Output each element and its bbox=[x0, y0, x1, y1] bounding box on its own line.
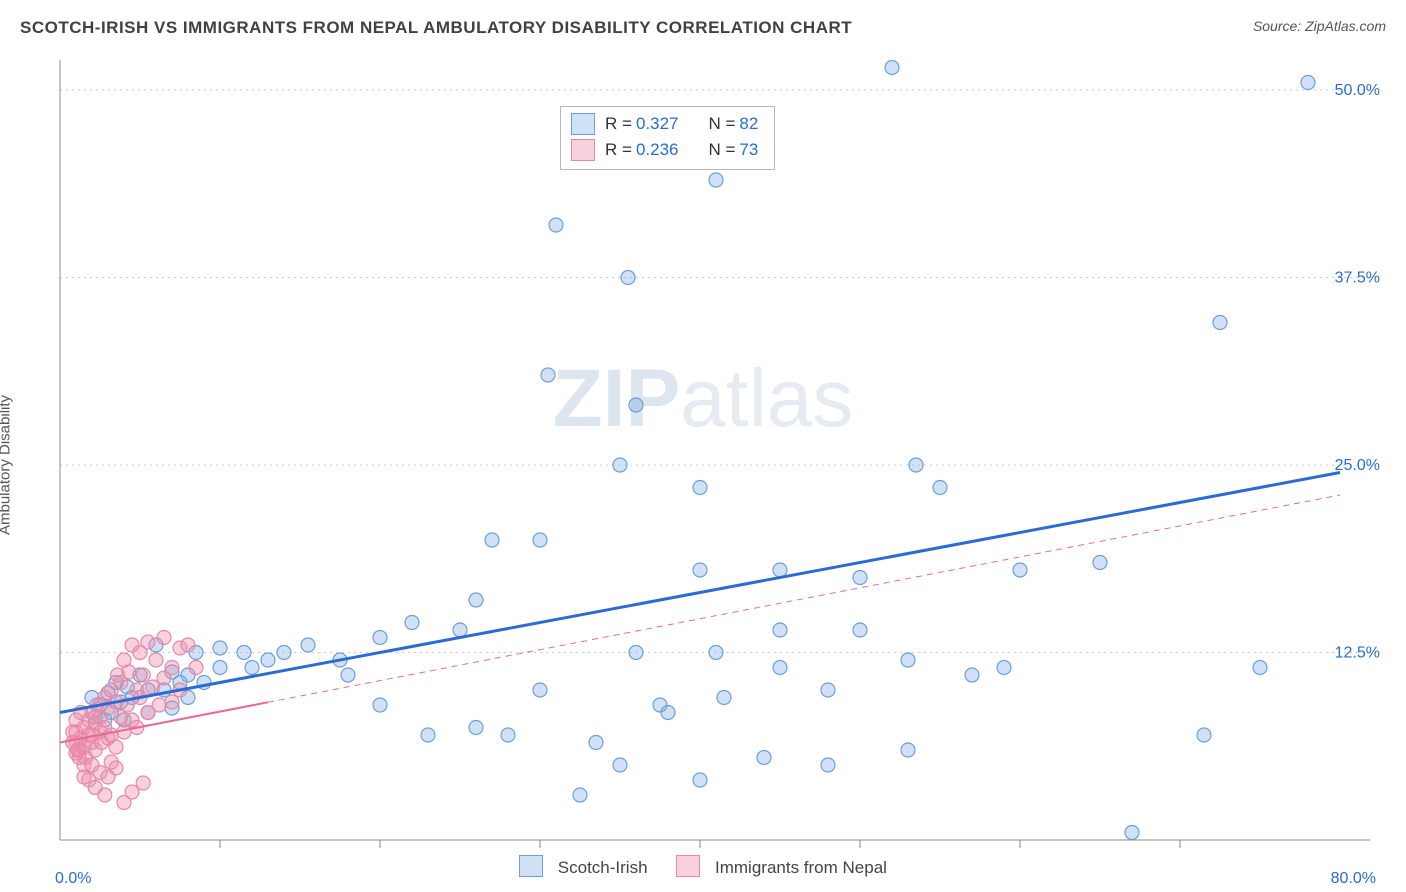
legend-label-2: Immigrants from Nepal bbox=[715, 858, 887, 877]
chart-title: SCOTCH-IRISH VS IMMIGRANTS FROM NEPAL AM… bbox=[20, 18, 852, 37]
swatch-series2-icon bbox=[571, 139, 595, 161]
svg-text:12.5%: 12.5% bbox=[1335, 645, 1380, 662]
legend-row-2: R = 0.236 N = 73 bbox=[571, 137, 762, 163]
y-axis-label: Ambulatory Disability bbox=[0, 395, 14, 535]
bottom-legend: Scotch-Irish Immigrants from Nepal bbox=[0, 855, 1406, 878]
legend-label-1: Scotch-Irish bbox=[558, 858, 648, 877]
scatter-plot: 12.5% 25.0% 37.5% 50.0% bbox=[20, 50, 1386, 880]
legend-row-1: R = 0.327 N = 82 bbox=[571, 111, 762, 137]
svg-text:37.5%: 37.5% bbox=[1335, 270, 1380, 287]
svg-text:25.0%: 25.0% bbox=[1335, 457, 1380, 474]
source-credit: Source: ZipAtlas.com bbox=[1253, 18, 1386, 34]
swatch-series2-icon bbox=[676, 855, 700, 877]
swatch-series1-icon bbox=[519, 855, 543, 877]
swatch-series1-icon bbox=[571, 113, 595, 135]
stats-legend: R = 0.327 N = 82 R = 0.236 N = 73 bbox=[560, 106, 775, 170]
svg-text:50.0%: 50.0% bbox=[1335, 82, 1380, 99]
